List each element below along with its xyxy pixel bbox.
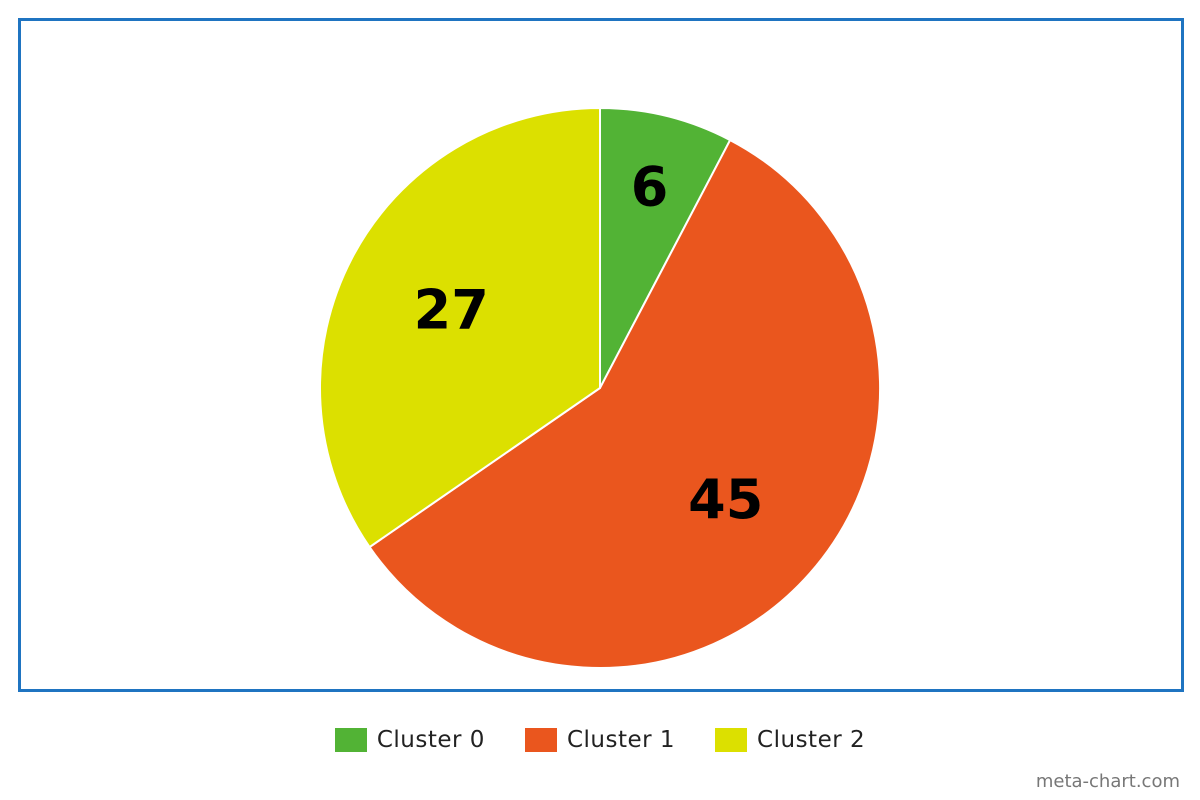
pie-data-labels: 6 45 27 (414, 155, 764, 531)
legend: Cluster 0 Cluster 1 Cluster 2 (0, 724, 1200, 756)
pie-slices (319, 106, 881, 669)
legend-swatch-cluster-1 (524, 728, 557, 752)
watermark-text[interactable]: meta-chart.com (1035, 771, 1180, 792)
pie-slice-cluster-1[interactable] (368, 138, 881, 669)
pie-slice-cluster-2[interactable] (319, 106, 601, 549)
legend-label-cluster-1: Cluster 1 (566, 727, 676, 753)
data-label-cluster-2: 27 (414, 278, 489, 341)
legend-item-cluster-1[interactable]: Cluster 1 (524, 727, 676, 753)
data-label-cluster-0: 6 (631, 155, 669, 218)
pie-slice-cluster-0[interactable] (599, 106, 732, 389)
legend-item-cluster-2[interactable]: Cluster 2 (715, 727, 865, 753)
legend-swatch-cluster-0 (334, 728, 367, 752)
legend-label-cluster-0: Cluster 0 (376, 727, 485, 753)
legend-label-cluster-2: Cluster 2 (757, 727, 866, 753)
data-label-cluster-1: 45 (688, 468, 763, 531)
legend-swatch-cluster-2 (715, 728, 748, 752)
legend-item-cluster-0[interactable]: Cluster 0 (334, 727, 485, 753)
